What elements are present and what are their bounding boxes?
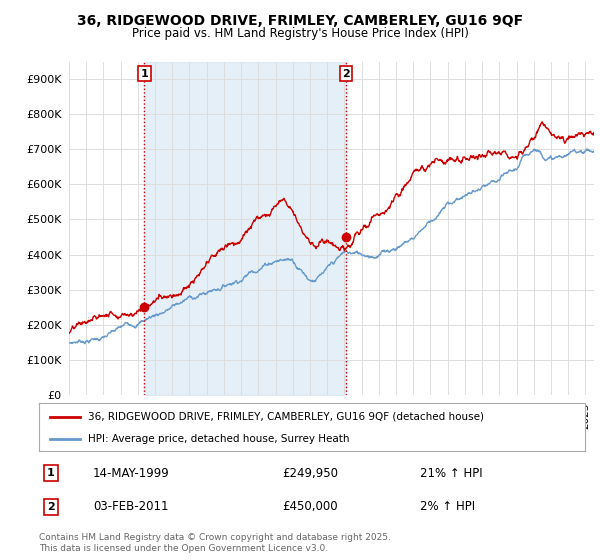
Text: 36, RIDGEWOOD DRIVE, FRIMLEY, CAMBERLEY, GU16 9QF: 36, RIDGEWOOD DRIVE, FRIMLEY, CAMBERLEY,… xyxy=(77,14,523,28)
Text: 21% ↑ HPI: 21% ↑ HPI xyxy=(420,466,482,480)
Text: Contains HM Land Registry data © Crown copyright and database right 2025.
This d: Contains HM Land Registry data © Crown c… xyxy=(39,533,391,553)
Text: 36, RIDGEWOOD DRIVE, FRIMLEY, CAMBERLEY, GU16 9QF (detached house): 36, RIDGEWOOD DRIVE, FRIMLEY, CAMBERLEY,… xyxy=(88,412,484,422)
Text: 2% ↑ HPI: 2% ↑ HPI xyxy=(420,500,475,514)
Text: HPI: Average price, detached house, Surrey Heath: HPI: Average price, detached house, Surr… xyxy=(88,434,350,444)
Text: £249,950: £249,950 xyxy=(282,466,338,480)
Text: 14-MAY-1999: 14-MAY-1999 xyxy=(93,466,170,480)
Text: 03-FEB-2011: 03-FEB-2011 xyxy=(93,500,169,514)
Text: 2: 2 xyxy=(47,502,55,512)
Text: Price paid vs. HM Land Registry's House Price Index (HPI): Price paid vs. HM Land Registry's House … xyxy=(131,27,469,40)
Text: 1: 1 xyxy=(47,468,55,478)
Text: £450,000: £450,000 xyxy=(282,500,338,514)
Text: 1: 1 xyxy=(140,69,148,79)
Text: 2: 2 xyxy=(342,69,350,79)
